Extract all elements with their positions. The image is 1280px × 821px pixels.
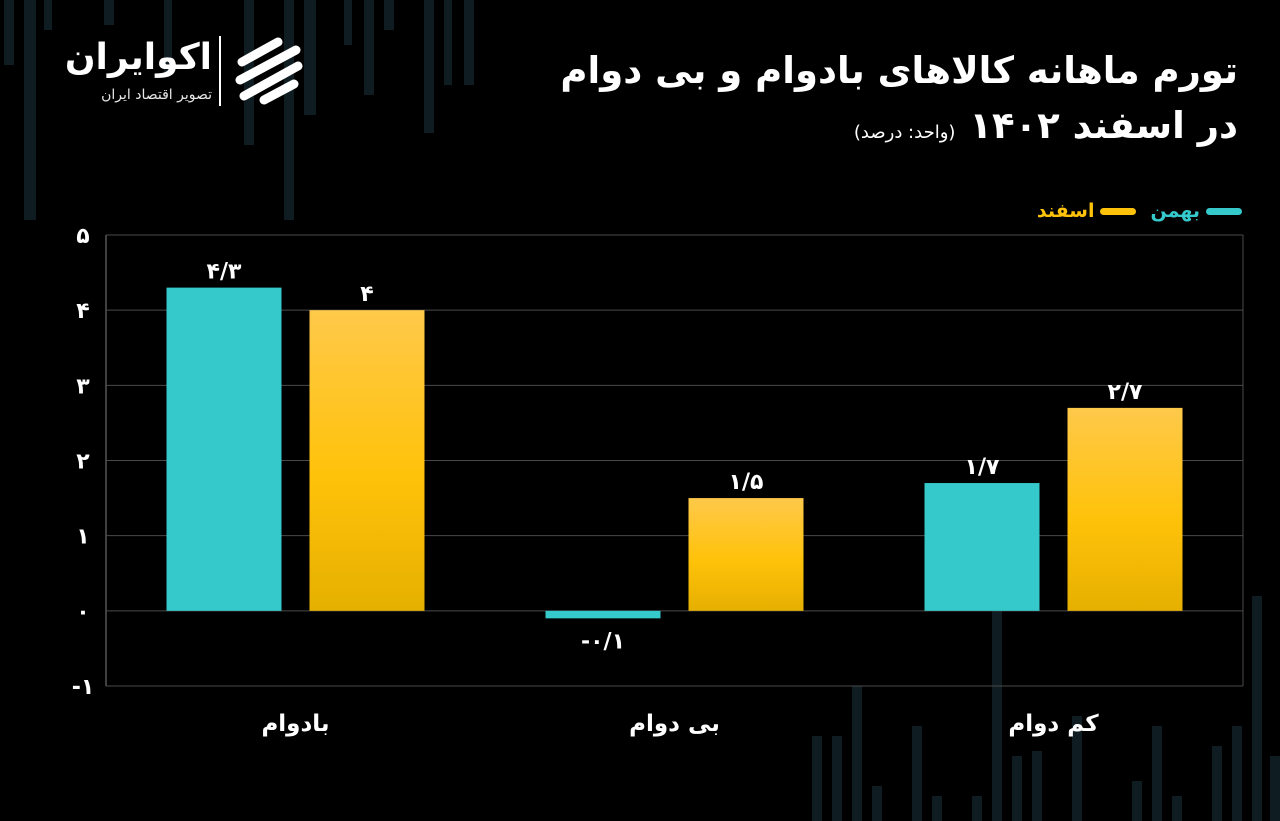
legend-label-esfand: اسفند [1036, 200, 1095, 222]
data-label-bahman-1: -۰/۱ [581, 629, 625, 654]
y-tick-label: ۵ [76, 224, 89, 249]
bg-candle [912, 726, 922, 821]
bg-candle [1270, 756, 1280, 821]
bar-bahman-2 [924, 483, 1040, 611]
bar-bahman-0 [166, 287, 282, 611]
bg-candle [424, 0, 434, 133]
data-label-bahman-2: ۱/۷ [965, 455, 1000, 480]
bg-candle [1232, 726, 1242, 821]
x-category-label-2: کم دوام [1008, 711, 1099, 737]
legend-label-bahman: بهمن [1150, 200, 1200, 222]
y-tick-label: -۱ [72, 675, 95, 700]
bg-candle [444, 0, 452, 85]
bg-candle [364, 0, 374, 95]
bg-candle [932, 796, 942, 821]
bg-candle [1172, 796, 1182, 821]
brand-name: اکوایران [64, 37, 212, 78]
bg-candle [304, 0, 316, 115]
y-tick-label: ۰ [76, 600, 89, 625]
unit-note: (واحد: درصد) [853, 122, 956, 143]
bg-candle [1012, 756, 1022, 821]
bg-candle [972, 796, 982, 821]
y-tick-label: ۱ [76, 525, 89, 550]
legend-swatch-bahman [1206, 207, 1242, 215]
bg-candle [832, 736, 842, 821]
y-tick-label: ۳ [76, 374, 90, 399]
legend-item-esfand: اسفند [1037, 200, 1137, 222]
chart-title-line1: تورم ماهانه کالاهای بادوام و بی دوام [560, 49, 1238, 92]
bg-candle [852, 686, 862, 821]
bg-candle [104, 0, 114, 25]
y-tick-label: ۲ [76, 450, 90, 475]
bar-esfand-1 [688, 498, 804, 611]
bg-candle [1212, 746, 1222, 821]
chart-title-line2: در اسفند ۱۴۰۲ (واحد: درصد) [854, 107, 1238, 144]
bars [166, 287, 1183, 619]
brand-logo-icon [235, 37, 303, 105]
chart-title-line2-text: در اسفند ۱۴۰۲ [969, 104, 1238, 147]
legend: بهمن اسفند [1023, 200, 1242, 222]
data-label-esfand-1: ۱/۵ [729, 470, 764, 495]
labels: -۱ ۰ ۱ ۲ ۳ ۴ ۵ ۴/۳ ۴ بادوام -۰/۱ ۱/۵ بی دوام ۱/۷ ۲/۷ کم… [72, 224, 1143, 737]
bg-candle [1152, 726, 1162, 821]
bg-candle [344, 0, 352, 45]
bg-candle [992, 611, 1002, 821]
bg-candle [872, 786, 882, 821]
bg-candle [44, 0, 52, 30]
brand-tagline: تصویر اقتصاد ایران [101, 87, 212, 103]
bg-candle [812, 736, 822, 821]
data-label-bahman-0: ۴/۳ [207, 260, 242, 285]
bg-candle [1032, 751, 1042, 821]
bg-candle [164, 0, 172, 75]
legend-item-bahman: بهمن [1150, 200, 1242, 222]
bg-candle [1072, 716, 1082, 821]
y-tick-label: ۴ [76, 299, 89, 324]
data-label-esfand-2: ۲/۷ [1108, 380, 1143, 405]
bg-candle [4, 0, 14, 65]
x-category-label-0: بادوام [261, 711, 329, 737]
logo-divider [219, 36, 221, 106]
grid [105, 234, 1244, 687]
bar-esfand-0 [309, 310, 425, 611]
bg-candle [464, 0, 474, 85]
bg-candle [384, 0, 394, 30]
x-category-label-1: بی دوام [629, 711, 720, 737]
bar-bahman-1 [545, 610, 661, 619]
bg-candle [24, 0, 36, 220]
bg-candle [1132, 781, 1142, 821]
bg-candle [284, 0, 294, 220]
legend-swatch-esfand [1100, 207, 1137, 215]
bar-esfand-2 [1067, 407, 1183, 611]
bg-candle [1252, 596, 1262, 821]
data-label-esfand-0: ۴ [360, 282, 373, 307]
